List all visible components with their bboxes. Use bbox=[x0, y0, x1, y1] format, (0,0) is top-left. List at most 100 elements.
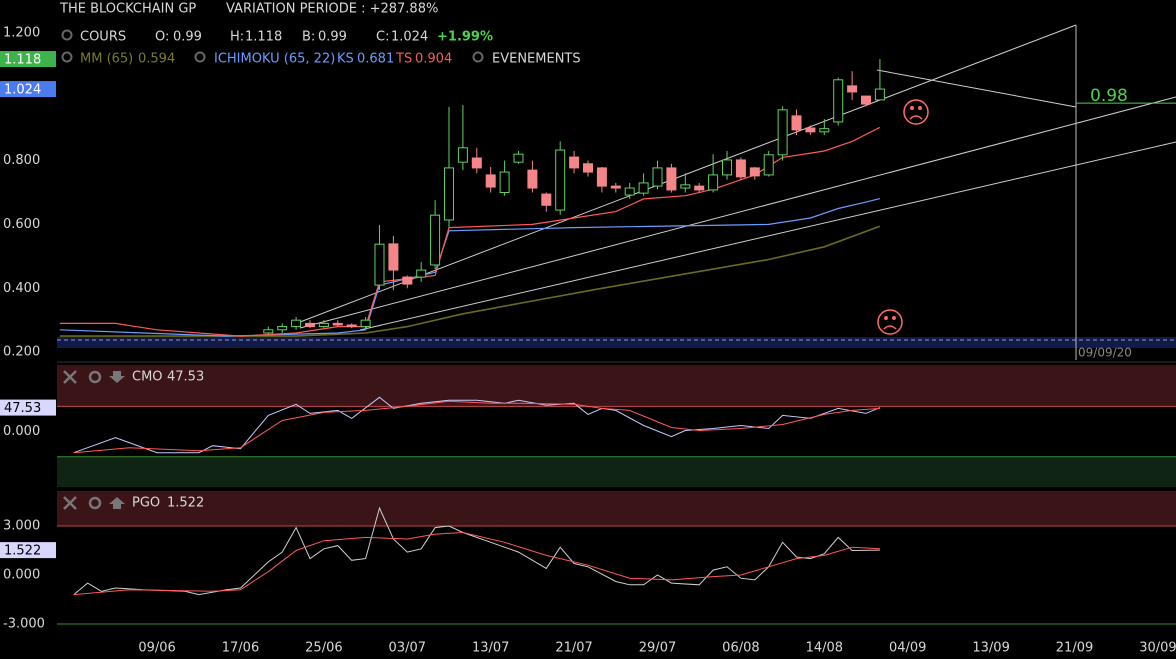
x-tick-label: 29/07 bbox=[639, 641, 676, 656]
x-tick-label: 06/08 bbox=[722, 641, 759, 656]
candle-body bbox=[443, 167, 454, 221]
candle-body bbox=[610, 185, 621, 189]
y-tick-label: 0.400 bbox=[3, 281, 40, 296]
gear-icon[interactable] bbox=[88, 496, 102, 510]
candle-body bbox=[708, 174, 719, 191]
close-icon[interactable] bbox=[63, 496, 77, 510]
gear-icon[interactable] bbox=[88, 370, 102, 384]
gear-icon[interactable] bbox=[61, 51, 73, 63]
trendline bbox=[299, 96, 1176, 329]
legend-label: KS bbox=[337, 52, 354, 67]
legend-label: EVENEMENTS bbox=[492, 52, 581, 67]
candle-body bbox=[304, 322, 315, 328]
x-tick-label: 03/07 bbox=[389, 641, 426, 656]
candle-body bbox=[402, 276, 413, 285]
cloud-band bbox=[57, 337, 1176, 348]
x-tick-label: 13/09 bbox=[972, 641, 1009, 656]
legend-value: 0.681 bbox=[357, 52, 394, 67]
sad-face bbox=[877, 309, 903, 335]
candle-body bbox=[277, 326, 288, 331]
value-marker bbox=[0, 51, 56, 68]
value-marker-label: 1.522 bbox=[4, 544, 41, 559]
candle-body bbox=[805, 127, 816, 133]
candle-body bbox=[861, 95, 872, 105]
candle-body bbox=[791, 115, 802, 131]
panel-value: 47.53 bbox=[167, 370, 204, 385]
candle-body bbox=[819, 128, 830, 133]
candle-body bbox=[666, 167, 677, 191]
y-tick-label: 1.200 bbox=[3, 25, 40, 40]
x-tick-label: 13/07 bbox=[472, 641, 509, 656]
candle-body bbox=[499, 171, 510, 193]
close-icon[interactable] bbox=[63, 370, 77, 384]
legend-value: 0.904 bbox=[415, 52, 452, 67]
value-marker-label: 1.118 bbox=[4, 53, 41, 68]
trendline bbox=[299, 24, 1077, 323]
panel-value: 1.522 bbox=[167, 496, 204, 511]
value-marker bbox=[0, 542, 56, 559]
panel-title: PGO bbox=[132, 496, 160, 511]
oversold-zone bbox=[57, 456, 1176, 487]
ohlc-value: 1.024 bbox=[391, 30, 428, 45]
arrow-icon[interactable] bbox=[109, 371, 125, 383]
candle-body bbox=[596, 167, 607, 187]
candle-body bbox=[652, 167, 663, 187]
candle-body bbox=[749, 167, 760, 177]
ohlc-label: B: bbox=[302, 30, 315, 45]
overbought-zone bbox=[57, 491, 1176, 526]
candle-body bbox=[513, 153, 524, 163]
candle-body bbox=[263, 329, 274, 334]
change-value: +1.99% bbox=[437, 30, 493, 45]
overbought-zone bbox=[57, 365, 1176, 407]
x-tick-label: 25/06 bbox=[305, 641, 342, 656]
candle-body bbox=[318, 322, 329, 328]
candle-body bbox=[874, 88, 885, 101]
candle-body bbox=[527, 169, 538, 189]
y-tick-label: 0.200 bbox=[3, 345, 40, 360]
panel-title: CMO bbox=[132, 370, 163, 385]
target-label: 0.98 bbox=[1090, 86, 1128, 106]
trendline bbox=[359, 141, 1176, 331]
trendline bbox=[876, 69, 1077, 108]
y-tick-label: 0.000 bbox=[3, 567, 40, 582]
legend-label: TS bbox=[395, 52, 412, 67]
ohlc-label: O: bbox=[155, 30, 169, 45]
candle-body bbox=[541, 193, 552, 206]
candle-body bbox=[291, 319, 302, 328]
value-marker bbox=[0, 81, 56, 98]
series-line bbox=[59, 225, 881, 337]
candle-body bbox=[471, 157, 482, 169]
ohlc-value: 0.99 bbox=[318, 30, 347, 45]
legend-label: COURS bbox=[80, 30, 126, 45]
gear-icon[interactable] bbox=[194, 51, 206, 63]
event-date: 09/09/20 bbox=[1078, 346, 1132, 360]
chart-title: THE BLOCKCHAIN GP bbox=[59, 2, 196, 17]
value-marker-label: 47.53 bbox=[4, 401, 41, 416]
candle-body bbox=[583, 163, 594, 173]
x-tick-label: 30/09 bbox=[1139, 641, 1176, 656]
candle-body bbox=[388, 243, 399, 271]
candle-body bbox=[374, 243, 385, 286]
candle-body bbox=[763, 154, 774, 176]
candle-body bbox=[722, 159, 733, 176]
arrow-icon[interactable] bbox=[109, 497, 125, 509]
sad-face bbox=[903, 99, 929, 125]
y-tick-label: 0.800 bbox=[3, 153, 40, 168]
gear-icon[interactable] bbox=[61, 29, 73, 41]
legend-value: 0.594 bbox=[138, 52, 175, 67]
y-tick-label: 3.000 bbox=[3, 518, 40, 533]
legend-label: MM (65) bbox=[80, 52, 133, 67]
x-tick-label: 21/09 bbox=[1056, 641, 1093, 656]
candle-body bbox=[485, 174, 496, 188]
gear-icon[interactable] bbox=[472, 51, 484, 63]
candle-body bbox=[416, 269, 427, 278]
legend-label: ICHIMOKU (65, 22) bbox=[214, 52, 335, 67]
x-tick-label: 21/07 bbox=[555, 641, 592, 656]
candle-body bbox=[346, 324, 357, 328]
value-marker-label: 1.024 bbox=[4, 83, 41, 98]
series-line bbox=[73, 531, 880, 596]
ohlc-label: C: bbox=[376, 30, 389, 45]
candle-body bbox=[457, 147, 468, 163]
candle-body bbox=[847, 85, 858, 93]
